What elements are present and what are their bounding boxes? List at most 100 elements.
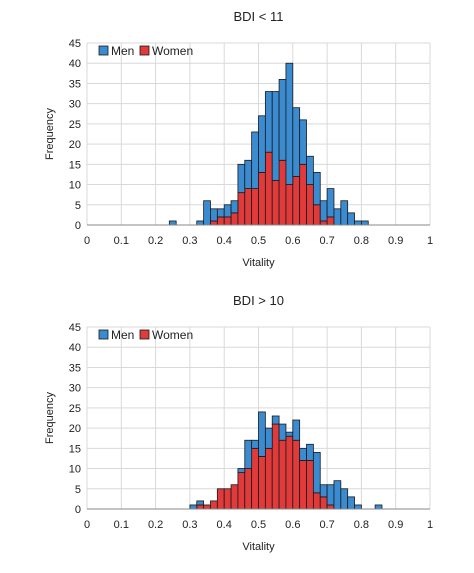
x-tick-label: 1 [427,519,433,531]
y-tick-label: 40 [69,58,81,70]
bar-men [319,200,328,222]
legend-swatch-men [98,45,109,56]
bar-women [223,488,232,510]
bar-women [264,151,273,226]
bar-men [326,484,335,506]
bar-men [340,200,349,226]
bar-women [306,184,314,226]
bar-men [216,208,225,218]
legend-swatch-women [139,329,150,340]
bar-women [319,220,328,226]
x-tick-label: 0.5 [251,235,266,247]
bar-men [312,172,321,206]
x-tick-label: 0 [84,235,90,247]
y-tick-label: 30 [69,383,81,395]
x-tick-label: 0.6 [285,519,300,531]
bar-men [292,419,301,441]
bar-men [258,411,266,457]
bar-men [306,155,314,185]
bar-men [278,79,287,161]
bar-women [264,447,273,510]
x-tick-label: 0.4 [217,235,232,247]
y-tick-label: 20 [69,139,81,151]
bar-men [360,220,369,226]
bar-men [354,504,362,510]
x-tick-label: 0.1 [114,235,129,247]
y-tick-label: 0 [75,504,81,516]
bar-men [306,443,314,461]
bar-women [312,492,321,510]
bar-women [216,488,225,510]
chart-panel-1: 0 5 10 15 20 25 30 35 40 45 0 0.1 0.2 0.3 0.4 0.5 0.6 0.7… [44,9,433,269]
bar-women [299,460,307,510]
legend-swatch-women [139,45,150,56]
bar-men [244,439,253,469]
bar-women [196,504,205,510]
y-tick-label: 30 [69,99,81,111]
bar-women [285,435,294,510]
bar-men [168,220,177,226]
bar-men [271,415,280,425]
y-tick-label: 10 [69,464,81,476]
bar-women [285,184,294,226]
bar-women [278,159,287,226]
bar-men [285,62,294,185]
bar-men [278,423,287,441]
legend-label-men: Men [111,328,134,342]
bar-women [223,216,232,226]
y-tick-label: 45 [69,322,81,334]
bar-women [326,216,335,226]
bar-men [251,131,259,190]
bar-men [299,119,307,165]
bar-women [210,500,218,510]
bar-men [264,91,273,153]
bar-women [210,220,218,226]
x-tick-label: 0.9 [388,235,403,247]
bar-men [196,220,205,226]
bar-men [210,208,218,222]
bar-men [340,488,349,510]
x-tick-label: 0.8 [354,235,369,247]
y-axis-label: Frequency [44,392,56,444]
bar-men [292,107,301,177]
x-tick-label: 0.5 [251,519,266,531]
bar-women [244,188,253,226]
bar-men [326,188,335,218]
x-tick-label: 0.7 [319,519,334,531]
bar-men [258,115,266,173]
bar-men [285,431,294,437]
bar-men [374,504,383,510]
x-tick-label: 0.6 [285,235,300,247]
bar-women [230,484,239,510]
bar-men [203,200,211,226]
y-tick-label: 10 [69,180,81,192]
y-tick-label: 40 [69,342,81,354]
bar-women [271,423,280,510]
bar-women [237,192,246,226]
x-tick-label: 0.1 [114,519,129,531]
bar-women [230,212,239,226]
bar-women [216,216,225,226]
y-axis-label: Frequency [44,108,56,160]
bar-women [292,439,301,510]
bar-women [271,180,280,226]
legend: Men Women [98,328,193,342]
y-tick-label: 35 [69,78,81,90]
x-tick-label: 1 [427,235,433,247]
y-tick-label: 15 [69,159,81,171]
x-axis-label: Vitality [242,257,275,269]
chart-title: BDI < 11 [234,9,284,24]
bar-women [258,172,266,226]
legend-label-women: Women [152,328,193,342]
bar-men [333,208,342,226]
x-tick-label: 0.2 [148,235,163,247]
bar-women [326,504,335,510]
bar-men [189,504,198,510]
bar-men [237,163,246,194]
y-tick-label: 15 [69,443,81,455]
y-tick-label: 20 [69,423,81,435]
bar-women [237,472,246,510]
y-tick-label: 45 [69,38,81,50]
